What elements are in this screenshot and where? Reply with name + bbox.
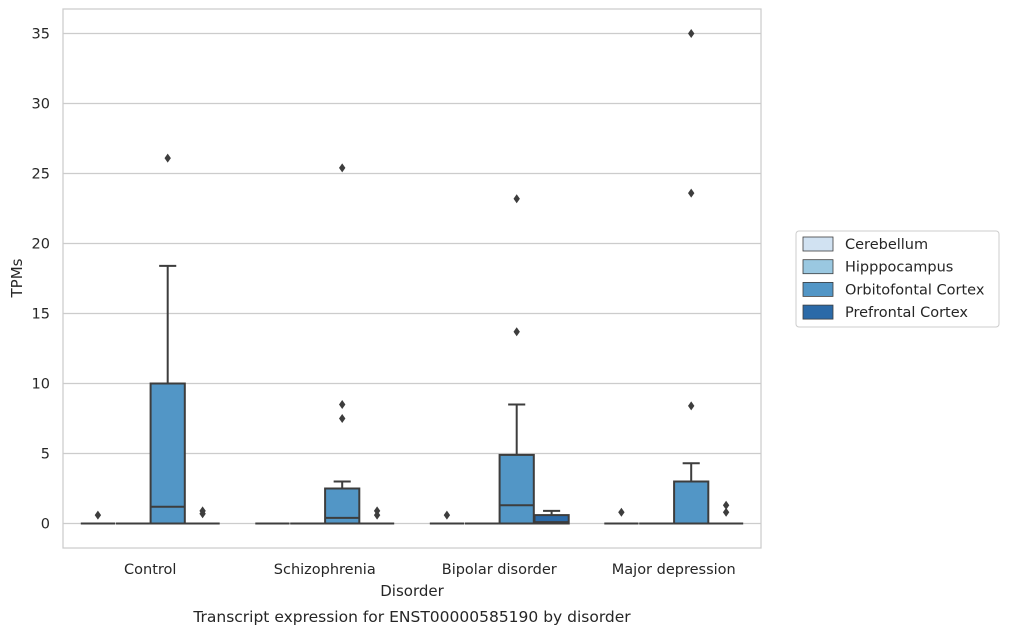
box-0-0 [80,510,116,525]
outlier-point [688,188,695,198]
outlier-point [688,29,695,38]
box-iqr [498,453,535,525]
y-tick-label: 10 [32,377,50,393]
box-2-2 [498,194,535,525]
legend-label: Orbitofontal Cortex [845,282,985,298]
y-tick-labels: 0 5 10 15 20 25 30 35 [32,27,50,533]
y-tick-label: 25 [32,167,50,183]
outlier-point [513,194,520,204]
outlier-point [339,414,346,423]
outlier-point [618,507,625,517]
legend-swatch [802,281,834,297]
box-iqr [533,514,570,525]
y-axis-label: TPMs [8,258,26,298]
y-tick-label: 20 [32,237,50,253]
box-3-0 [604,507,639,525]
x-tick-label: Schizophrenia [274,562,376,578]
legend: Cerebellum Hipppocampus Orbitofontal Corte… [795,230,1000,328]
y-tick-label: 0 [41,517,50,533]
outlier-point [339,163,346,173]
legend-label: Prefrontal Cortex [845,305,968,321]
chart-caption: Transcript expression for ENST0000058519… [192,608,631,626]
legend-label: Cerebellum [845,237,928,253]
outlier-point [443,510,451,520]
box-groups [80,29,744,525]
outlier-point [164,153,171,163]
x-tick-label: Bipolar disorder [442,562,557,578]
box-0-3 [185,506,220,525]
y-tick-label: 5 [41,447,50,463]
outlier-point [94,510,102,520]
outlier-point [722,507,730,517]
y-tick-label: 35 [32,27,50,43]
legend-box [795,230,1000,328]
box-1-2 [324,163,361,525]
x-axis-label: Disorder [380,582,444,600]
x-tick-label: Major depression [612,562,736,578]
outlier-point [722,500,730,510]
y-tick-label: 15 [32,307,50,323]
box-2-0 [429,510,465,525]
plot-frame [62,8,762,549]
x-tick-label: Control [124,562,176,578]
outlier-point [373,506,381,516]
outlier-point [688,401,695,411]
legend-swatch [802,236,834,252]
box-iqr [149,382,186,525]
legend-label: Hipppocampus [845,260,953,276]
box-iqr [673,480,710,525]
box-3-2 [673,29,710,525]
outlier-point [339,400,346,409]
box-1-3 [359,506,395,525]
box-2-3 [533,509,570,525]
box-0-2 [149,153,186,525]
x-tick-labels: Control Schizophrenia Bipolar disorder Majo… [124,562,736,578]
y-tick-label: 30 [32,97,50,113]
box-3-3 [708,500,744,525]
outlier-point [513,327,520,337]
legend-swatch [802,304,834,320]
outlier-point [199,506,206,516]
legend-swatch [802,259,834,275]
